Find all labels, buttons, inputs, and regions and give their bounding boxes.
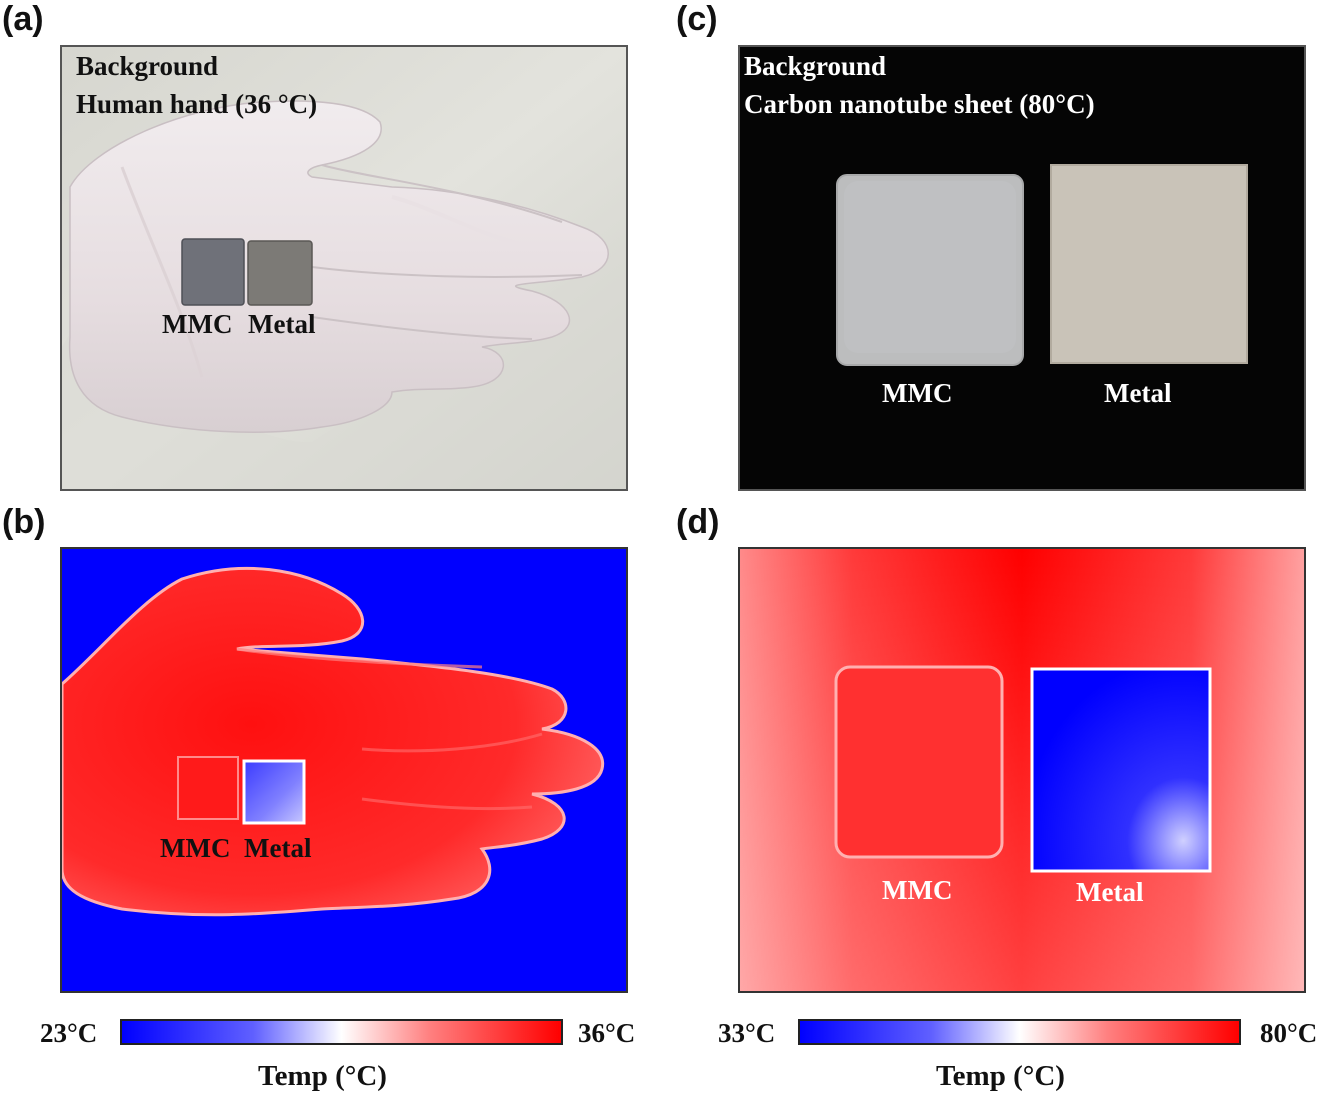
metal-sample-thermal xyxy=(242,759,306,825)
panel-label-a: (a) xyxy=(2,0,44,38)
colorbar-d-title: Temp (°C) xyxy=(936,1060,1065,1092)
thermal-hand-illustration xyxy=(62,549,626,991)
sample-label-mmc: MMC xyxy=(882,875,953,905)
panel-label-b: (b) xyxy=(2,503,46,541)
colorbar-b-title: Temp (°C) xyxy=(258,1060,387,1092)
panel-label-d: (d) xyxy=(676,503,720,541)
colorbar-d-min-label: 33°C xyxy=(718,1018,776,1048)
thermal-image-cnt: MMC Metal xyxy=(738,547,1306,993)
photo-hand: Background Human hand (36 °C) MMC Metal xyxy=(60,45,628,491)
mmc-sample-photo xyxy=(181,238,245,306)
hand-photo-illustration xyxy=(62,47,626,489)
mmc-sample-thermal xyxy=(834,665,1004,859)
mmc-sample-thermal xyxy=(177,756,239,820)
sample-label-metal: Metal xyxy=(248,309,316,339)
metal-sample-photo xyxy=(1050,164,1248,364)
colorbar-b-max-label: 36°C xyxy=(578,1018,636,1048)
sample-label-metal: Metal xyxy=(1104,378,1172,408)
sample-label-metal: Metal xyxy=(1076,877,1144,907)
metal-sample-photo xyxy=(247,240,313,306)
panel-label-c: (c) xyxy=(676,0,718,38)
background-desc: Carbon nanotube sheet (80°C) xyxy=(744,89,1095,119)
sample-label-mmc: MMC xyxy=(882,378,953,408)
cnt-photo-illustration xyxy=(740,47,1304,489)
background-heading: Background xyxy=(744,51,887,81)
colorbar-d xyxy=(798,1019,1241,1045)
colorbar-d-max-label: 80°C xyxy=(1260,1018,1318,1048)
metal-sample-thermal xyxy=(1030,667,1212,873)
thermal-cnt-illustration xyxy=(740,549,1304,991)
colorbar-b-min-label: 23°C xyxy=(40,1018,98,1048)
thermal-image-hand: MMC Metal xyxy=(60,547,628,993)
sample-label-mmc: MMC xyxy=(160,833,231,863)
sample-label-metal: Metal xyxy=(244,833,312,863)
sample-label-mmc: MMC xyxy=(162,309,233,339)
background-desc: Human hand (36 °C) xyxy=(76,89,318,119)
photo-cnt-sheet: Background Carbon nanotube sheet (80°C) … xyxy=(738,45,1306,491)
colorbar-b xyxy=(120,1019,563,1045)
background-heading: Background xyxy=(76,51,219,81)
